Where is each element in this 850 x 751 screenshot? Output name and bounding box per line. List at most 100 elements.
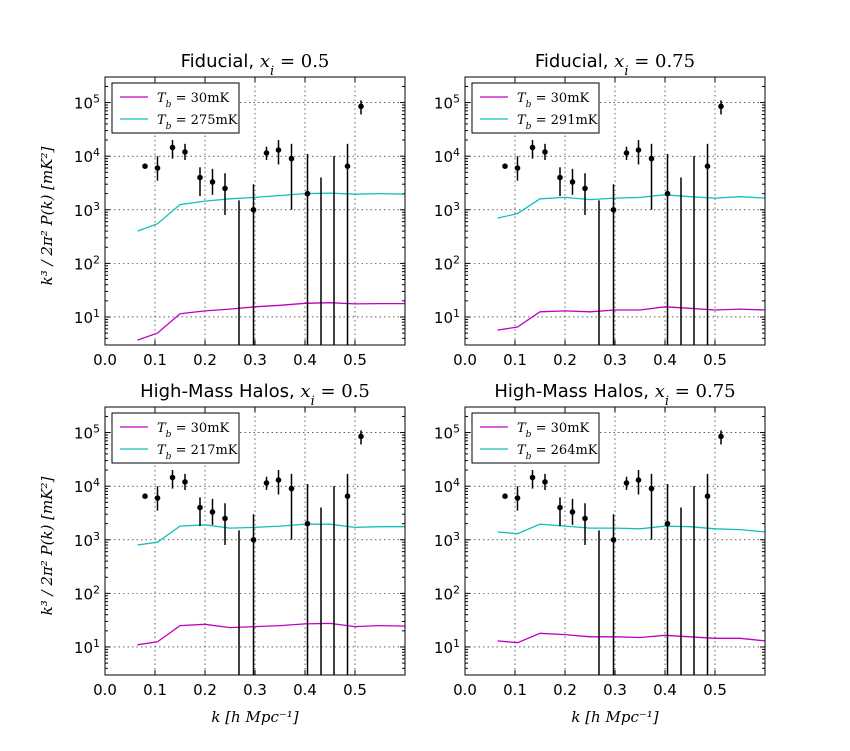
y-tick-label: 103 <box>434 199 460 220</box>
data-point <box>718 103 724 110</box>
data-point <box>182 479 188 485</box>
data-point <box>502 493 508 500</box>
y-tick-label: 105 <box>74 92 100 113</box>
y-tick-label: 102 <box>434 253 460 274</box>
plot-area <box>137 100 405 345</box>
y-tick-label: 105 <box>74 422 100 443</box>
data-point <box>263 150 270 156</box>
x-tick-label: 0.5 <box>343 351 367 369</box>
x-tick-label: 0.1 <box>143 351 167 369</box>
data-point <box>275 147 282 153</box>
y-tick-label: 101 <box>74 636 100 657</box>
legend-label: Tb = 275mK <box>157 113 238 132</box>
chart-panel-2: 0.0 0.1 0.2 0.3 0.4 0.5 101 102 103 104 105 Fiducia… <box>434 51 766 369</box>
data-point <box>197 504 203 511</box>
data-point <box>582 515 588 522</box>
data-point <box>557 504 563 511</box>
x-tick-label: 0.4 <box>293 681 317 699</box>
y-tick-label: 104 <box>434 476 460 497</box>
data-point <box>169 474 176 481</box>
legend-label: Tb = 30mK <box>157 91 230 110</box>
x-tick-label: 0.3 <box>243 681 267 699</box>
y-tick-label: 104 <box>74 476 100 497</box>
legend-box <box>111 82 240 134</box>
y-tick-label: 103 <box>74 199 100 220</box>
data-point <box>582 185 588 192</box>
data-point <box>542 149 548 155</box>
legend: Tb = 30mK Tb = 217mK <box>111 412 240 464</box>
series-line-2 <box>497 194 765 219</box>
x-tick-label: 0.3 <box>243 351 267 369</box>
axes-frame <box>104 406 406 676</box>
data-point <box>288 155 295 162</box>
data-point <box>358 433 364 440</box>
data-point <box>304 520 311 527</box>
x-tick-label: 0.5 <box>703 351 727 369</box>
data-point <box>209 179 216 185</box>
series-line-1 <box>497 306 765 331</box>
plot-area <box>137 430 405 675</box>
series-line-2 <box>137 192 405 232</box>
x-tick-label: 0.1 <box>143 681 167 699</box>
legend-box <box>111 412 240 464</box>
series-line-2 <box>137 523 405 546</box>
data-point <box>704 163 711 170</box>
x-tick-label: 0.2 <box>553 351 577 369</box>
y-tick-label: 101 <box>434 636 460 657</box>
data-point <box>635 147 642 153</box>
data-point <box>623 480 630 486</box>
data-point <box>197 174 203 181</box>
x-axis-label-right: k [h Mpc⁻¹] <box>571 708 658 726</box>
data-point <box>358 103 364 110</box>
data-point <box>704 493 711 500</box>
y-tick-label: 101 <box>74 306 100 327</box>
axes-frame <box>104 76 406 346</box>
x-tick-label: 0.0 <box>453 681 477 699</box>
data-point <box>514 495 521 501</box>
y-axis-label-bottom: k³ / 2π² P(k) [mK²] <box>38 477 56 616</box>
x-tick-label: 0.0 <box>93 681 117 699</box>
axes-frame <box>464 76 766 346</box>
data-point <box>344 493 351 500</box>
y-tick-label: 105 <box>434 422 460 443</box>
x-tick-label: 0.0 <box>453 351 477 369</box>
x-tick-label: 0.4 <box>653 351 677 369</box>
axes-frame <box>464 406 766 676</box>
legend-box <box>471 82 600 134</box>
data-point <box>569 179 576 185</box>
y-axis-label-top: k³ / 2π² P(k) [mK²] <box>38 147 56 286</box>
data-point <box>623 150 630 156</box>
x-axis-label-left: k [h Mpc⁻¹] <box>211 708 298 726</box>
y-tick-label: 105 <box>434 92 460 113</box>
data-point <box>664 190 671 197</box>
data-point <box>142 493 148 500</box>
series-line-1 <box>137 622 405 646</box>
y-tick-label: 102 <box>434 583 460 604</box>
data-point <box>542 479 548 485</box>
data-point <box>250 536 257 543</box>
x-tick-label: 0.1 <box>503 681 527 699</box>
x-tick-label: 0.5 <box>343 681 367 699</box>
y-tick-label: 101 <box>434 306 460 327</box>
data-point <box>209 509 216 515</box>
data-point <box>718 433 724 440</box>
data-point <box>263 480 270 486</box>
data-point <box>529 474 536 481</box>
data-point <box>529 144 536 151</box>
legend-label: Tb = 30mK <box>517 421 590 440</box>
data-point <box>344 163 351 170</box>
data-point <box>569 509 576 515</box>
data-point <box>502 163 508 170</box>
legend-label: Tb = 291mK <box>517 113 598 132</box>
data-point <box>288 485 295 492</box>
legend: Tb = 30mK Tb = 291mK <box>471 82 600 134</box>
x-tick-label: 0.5 <box>703 681 727 699</box>
x-tick-label: 0.4 <box>293 351 317 369</box>
data-point <box>222 185 228 192</box>
series-line-1 <box>137 302 405 341</box>
x-tick-label: 0.0 <box>93 351 117 369</box>
chart-panel-1: 0.0 0.1 0.2 0.3 0.4 0.5 101 102 103 104 105 Fiducia… <box>74 51 406 369</box>
x-tick-label: 0.2 <box>193 351 217 369</box>
legend: Tb = 30mK Tb = 264mK <box>471 412 600 464</box>
legend-label: Tb = 217mK <box>157 443 238 462</box>
